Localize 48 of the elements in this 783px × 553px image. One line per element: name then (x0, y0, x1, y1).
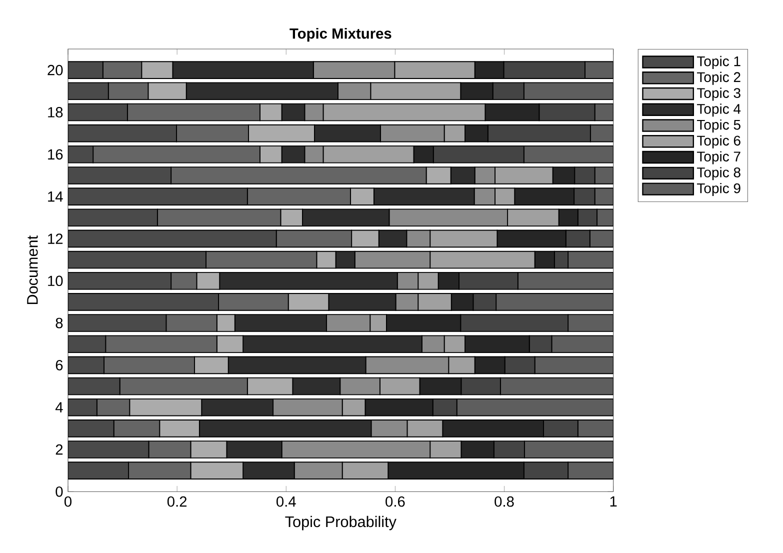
bar (589, 230, 614, 248)
x-tick-label: 0 (64, 496, 72, 507)
legend-label: Topic 1 (696, 56, 740, 69)
legend-label: Topic 8 (696, 167, 740, 180)
x-tick-label: 1 (610, 496, 617, 506)
legend-label: Topic 3 (696, 88, 740, 101)
y-tick-label: 2 (56, 444, 63, 455)
bar (456, 398, 614, 416)
bar (524, 440, 614, 458)
bar (577, 420, 614, 438)
bar (568, 314, 614, 332)
bar (594, 188, 614, 206)
y-tick-label: 16 (48, 149, 63, 160)
y-tick-label: 20 (48, 64, 63, 76)
legend-label: Topic 4 (696, 104, 741, 117)
bar (523, 82, 614, 100)
x-tick-label: 0.6 (386, 496, 405, 507)
x-tick-label: 0.2 (167, 496, 187, 507)
bar (496, 293, 614, 311)
bar (590, 124, 614, 142)
legend-label: Topic 7 (696, 151, 740, 164)
bar (551, 335, 614, 354)
y-tick-label: 12 (48, 234, 63, 244)
bar (568, 462, 614, 480)
chart-title: Topic Mixtures (290, 28, 392, 42)
bar (596, 208, 614, 227)
x-axis-title: Topic Probability (285, 516, 396, 530)
y-tick-label: 0 (56, 486, 63, 497)
y-tick-label: 4 (55, 402, 63, 412)
bar (523, 145, 614, 164)
legend-label: Topic 2 (696, 72, 740, 85)
bar (500, 377, 614, 396)
legend-label: Topic 5 (696, 119, 740, 132)
x-tick-label: 0.4 (276, 496, 296, 507)
y-tick-label: 6 (56, 360, 63, 370)
bar (584, 61, 614, 79)
y-axis-title: Document (27, 236, 38, 304)
bar (534, 356, 614, 374)
legend-label: Topic 9 (696, 182, 740, 196)
bar (594, 166, 614, 184)
legend-label: Topic 6 (696, 135, 740, 148)
y-tick-label: 14 (48, 192, 63, 202)
y-tick-label: 10 (48, 276, 63, 286)
y-tick-label: 8 (56, 318, 63, 328)
bar (517, 272, 614, 290)
x-tick-label: 0.8 (494, 496, 514, 507)
y-tick-label: 18 (48, 107, 63, 118)
bar (568, 250, 614, 269)
